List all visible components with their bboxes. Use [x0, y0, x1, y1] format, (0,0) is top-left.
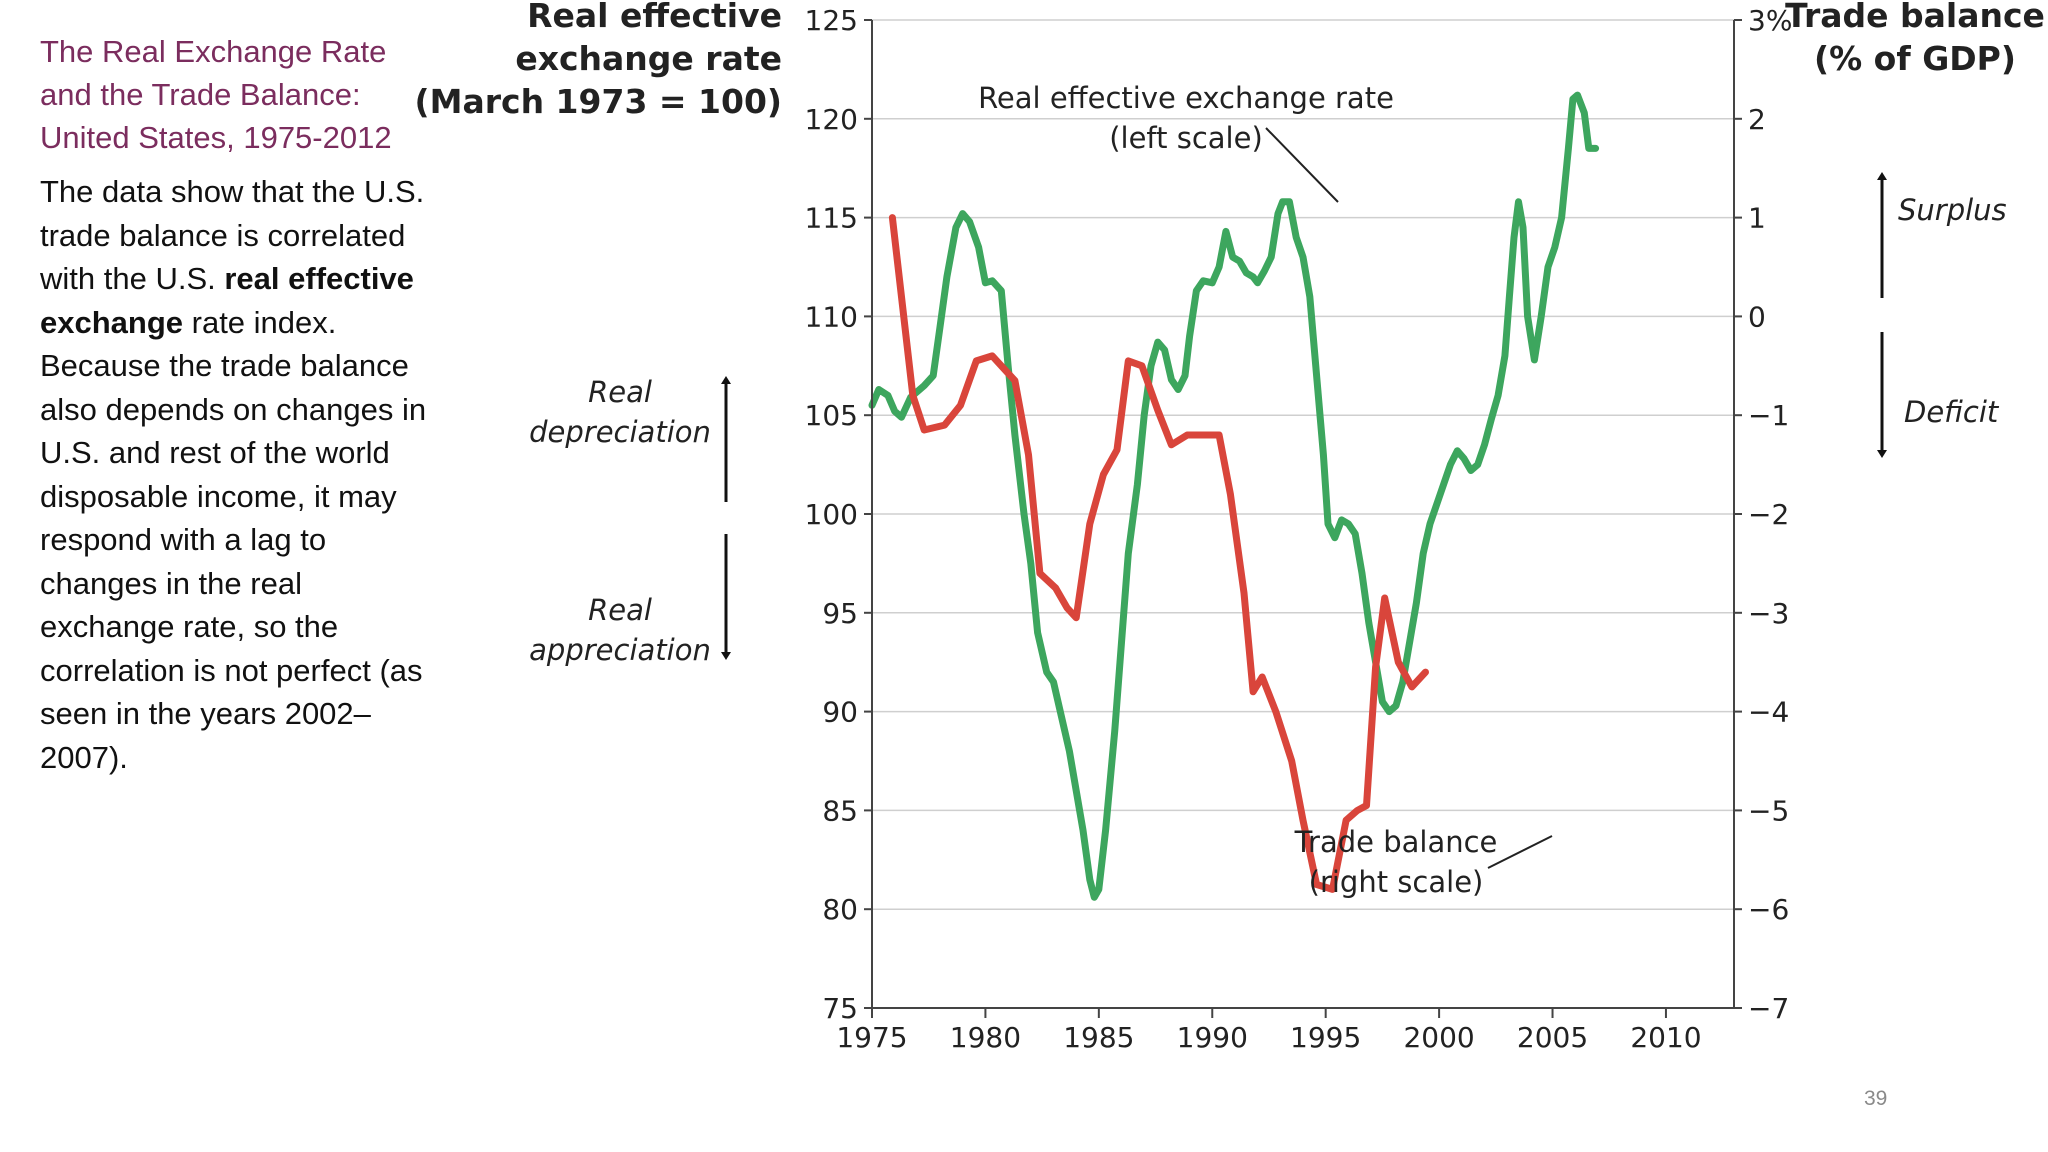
real-appreciation-annotation: Real appreciation — [529, 534, 731, 667]
right-tick-label: −3 — [1748, 597, 1789, 630]
right-tick-label: 1 — [1748, 202, 1766, 235]
x-tick-label: 1975 — [836, 1021, 907, 1054]
deficit-label: Deficit — [1904, 395, 2000, 429]
x-tick-label: 1985 — [1063, 1021, 1134, 1054]
right-tick-label: 0 — [1748, 300, 1766, 333]
callout-leader — [1265, 127, 1339, 203]
trade-balance-callout: Trade balance (right scale) — [1294, 825, 1553, 899]
x-axis-ticks: 1975 1980 1985 1990 1995 2000 2005 2010 — [836, 1008, 1702, 1054]
real-depreciation-label: Real — [588, 375, 652, 409]
left-tick-label: 75 — [822, 992, 858, 1025]
x-tick-label: 1990 — [1177, 1021, 1248, 1054]
right-tick-label: −1 — [1748, 399, 1789, 432]
rer-series-label: (left scale) — [1109, 121, 1263, 155]
slide-title-line: The Real Exchange Rate — [40, 34, 387, 69]
body-text-end: rate index. Because the trade balance al… — [40, 304, 427, 775]
deficit-annotation: Deficit — [1877, 332, 2000, 458]
real-depreciation-annotation: Real depreciation — [529, 375, 731, 502]
trade-balance-label: (right scale) — [1309, 865, 1484, 899]
left-axis-title-line: Real effective — [527, 0, 782, 35]
right-tick-label: −5 — [1748, 794, 1789, 827]
right-tick-label: −6 — [1748, 893, 1789, 926]
slide-body: The data show that the U.S. trade balanc… — [40, 170, 440, 779]
surplus-label: Surplus — [1898, 193, 2007, 227]
right-axis-title: Trade balance (% of GDP) — [1785, 0, 2045, 78]
right-tick-label: −4 — [1748, 696, 1789, 729]
right-tick-label: 3% — [1748, 4, 1792, 37]
slide-title: The Real Exchange Rate and the Trade Bal… — [40, 30, 440, 159]
body-text-start: The data show that the U.S. trade balanc… — [40, 174, 425, 296]
left-axis-title-line: (March 1973 = 100) — [415, 82, 782, 121]
series-lines — [868, 91, 1600, 901]
left-tick-label: 105 — [805, 399, 858, 432]
x-tick-label: 1980 — [950, 1021, 1021, 1054]
trade-balance-line — [888, 214, 1429, 893]
x-tick-label: 2005 — [1517, 1021, 1588, 1054]
left-axis-ticks: 75 80 85 90 95 100 105 110 115 120 125 — [805, 4, 872, 1025]
left-tick-label: 110 — [805, 300, 858, 333]
x-tick-label: 1995 — [1290, 1021, 1361, 1054]
x-tick-label: 2000 — [1403, 1021, 1474, 1054]
rer-series-callout: Real effective exchange rate (left scale… — [978, 81, 1394, 203]
body-text-bold: real effective exchange — [40, 261, 414, 340]
surplus-annotation: Surplus — [1877, 172, 2007, 298]
slide-title-line: and the Trade Balance: — [40, 77, 361, 112]
x-tick-label: 2010 — [1630, 1021, 1701, 1054]
real-exchange-rate-line — [868, 91, 1600, 901]
real-depreciation-label: depreciation — [529, 415, 711, 449]
left-axis-title-line: exchange rate — [515, 39, 782, 78]
right-tick-label: −7 — [1748, 992, 1789, 1025]
left-tick-label: 90 — [822, 696, 858, 729]
left-tick-label: 100 — [805, 498, 858, 531]
slide-title-line: United States, 1975-2012 — [40, 120, 392, 155]
page-number: 39 — [1864, 1087, 1888, 1110]
left-axis-title: Real effective exchange rate (March 1973… — [415, 0, 782, 121]
left-tick-label: 85 — [822, 794, 858, 827]
trade-balance-label: Trade balance — [1294, 825, 1498, 859]
left-tick-label: 125 — [805, 4, 858, 37]
left-tick-label: 95 — [822, 597, 858, 630]
callout-leader — [1487, 835, 1553, 869]
left-tick-label: 115 — [805, 202, 858, 235]
right-tick-label: −2 — [1748, 498, 1789, 531]
real-appreciation-label: appreciation — [529, 633, 711, 667]
rer-series-label: Real effective exchange rate — [978, 81, 1394, 115]
grid-lines — [872, 19, 1734, 910]
real-appreciation-label: Real — [588, 593, 652, 627]
right-axis-title-line: (% of GDP) — [1814, 39, 2016, 78]
right-tick-label: 2 — [1748, 103, 1766, 136]
left-tick-label: 120 — [805, 103, 858, 136]
right-axis-title-line: Trade balance — [1785, 0, 2045, 35]
right-axis-ticks: −7 −6 −5 −4 −3 −2 −1 0 1 2 3% — [1734, 4, 1792, 1025]
left-tick-label: 80 — [822, 893, 858, 926]
